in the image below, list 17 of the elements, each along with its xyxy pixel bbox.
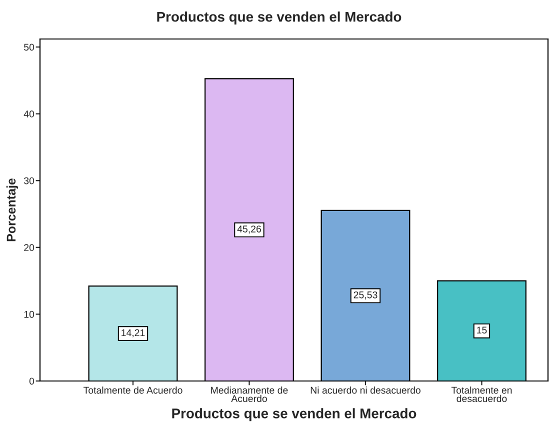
data-label: 45,26 <box>237 226 261 234</box>
x-tick-label: Totalmente de Acuerdo <box>83 386 182 394</box>
y-tick-label: 30 <box>24 177 34 184</box>
y-tick-label: 10 <box>24 310 34 318</box>
x-tick-label: Totalmente en desacuerdo <box>451 386 512 402</box>
x-tick-label: Ni acuerdo ni desacuerdo <box>310 386 420 394</box>
data-label: 25,53 <box>354 291 378 300</box>
y-tick-label: 50 <box>24 44 34 51</box>
y-tick-label: 0 <box>29 378 34 385</box>
x-tick-label: Medianamente de Acuerdo <box>211 386 288 402</box>
y-tick-label: 20 <box>24 244 34 252</box>
x-axis-title: Productos que se venden el Mercado <box>172 408 416 422</box>
data-label: 15 <box>477 326 487 334</box>
y-tick-label: 40 <box>24 110 34 118</box>
data-label: 14,21 <box>122 329 145 338</box>
chart-title: Productos que se venden el Mercado <box>157 12 402 24</box>
y-axis-title: Porcentaje <box>6 178 18 242</box>
